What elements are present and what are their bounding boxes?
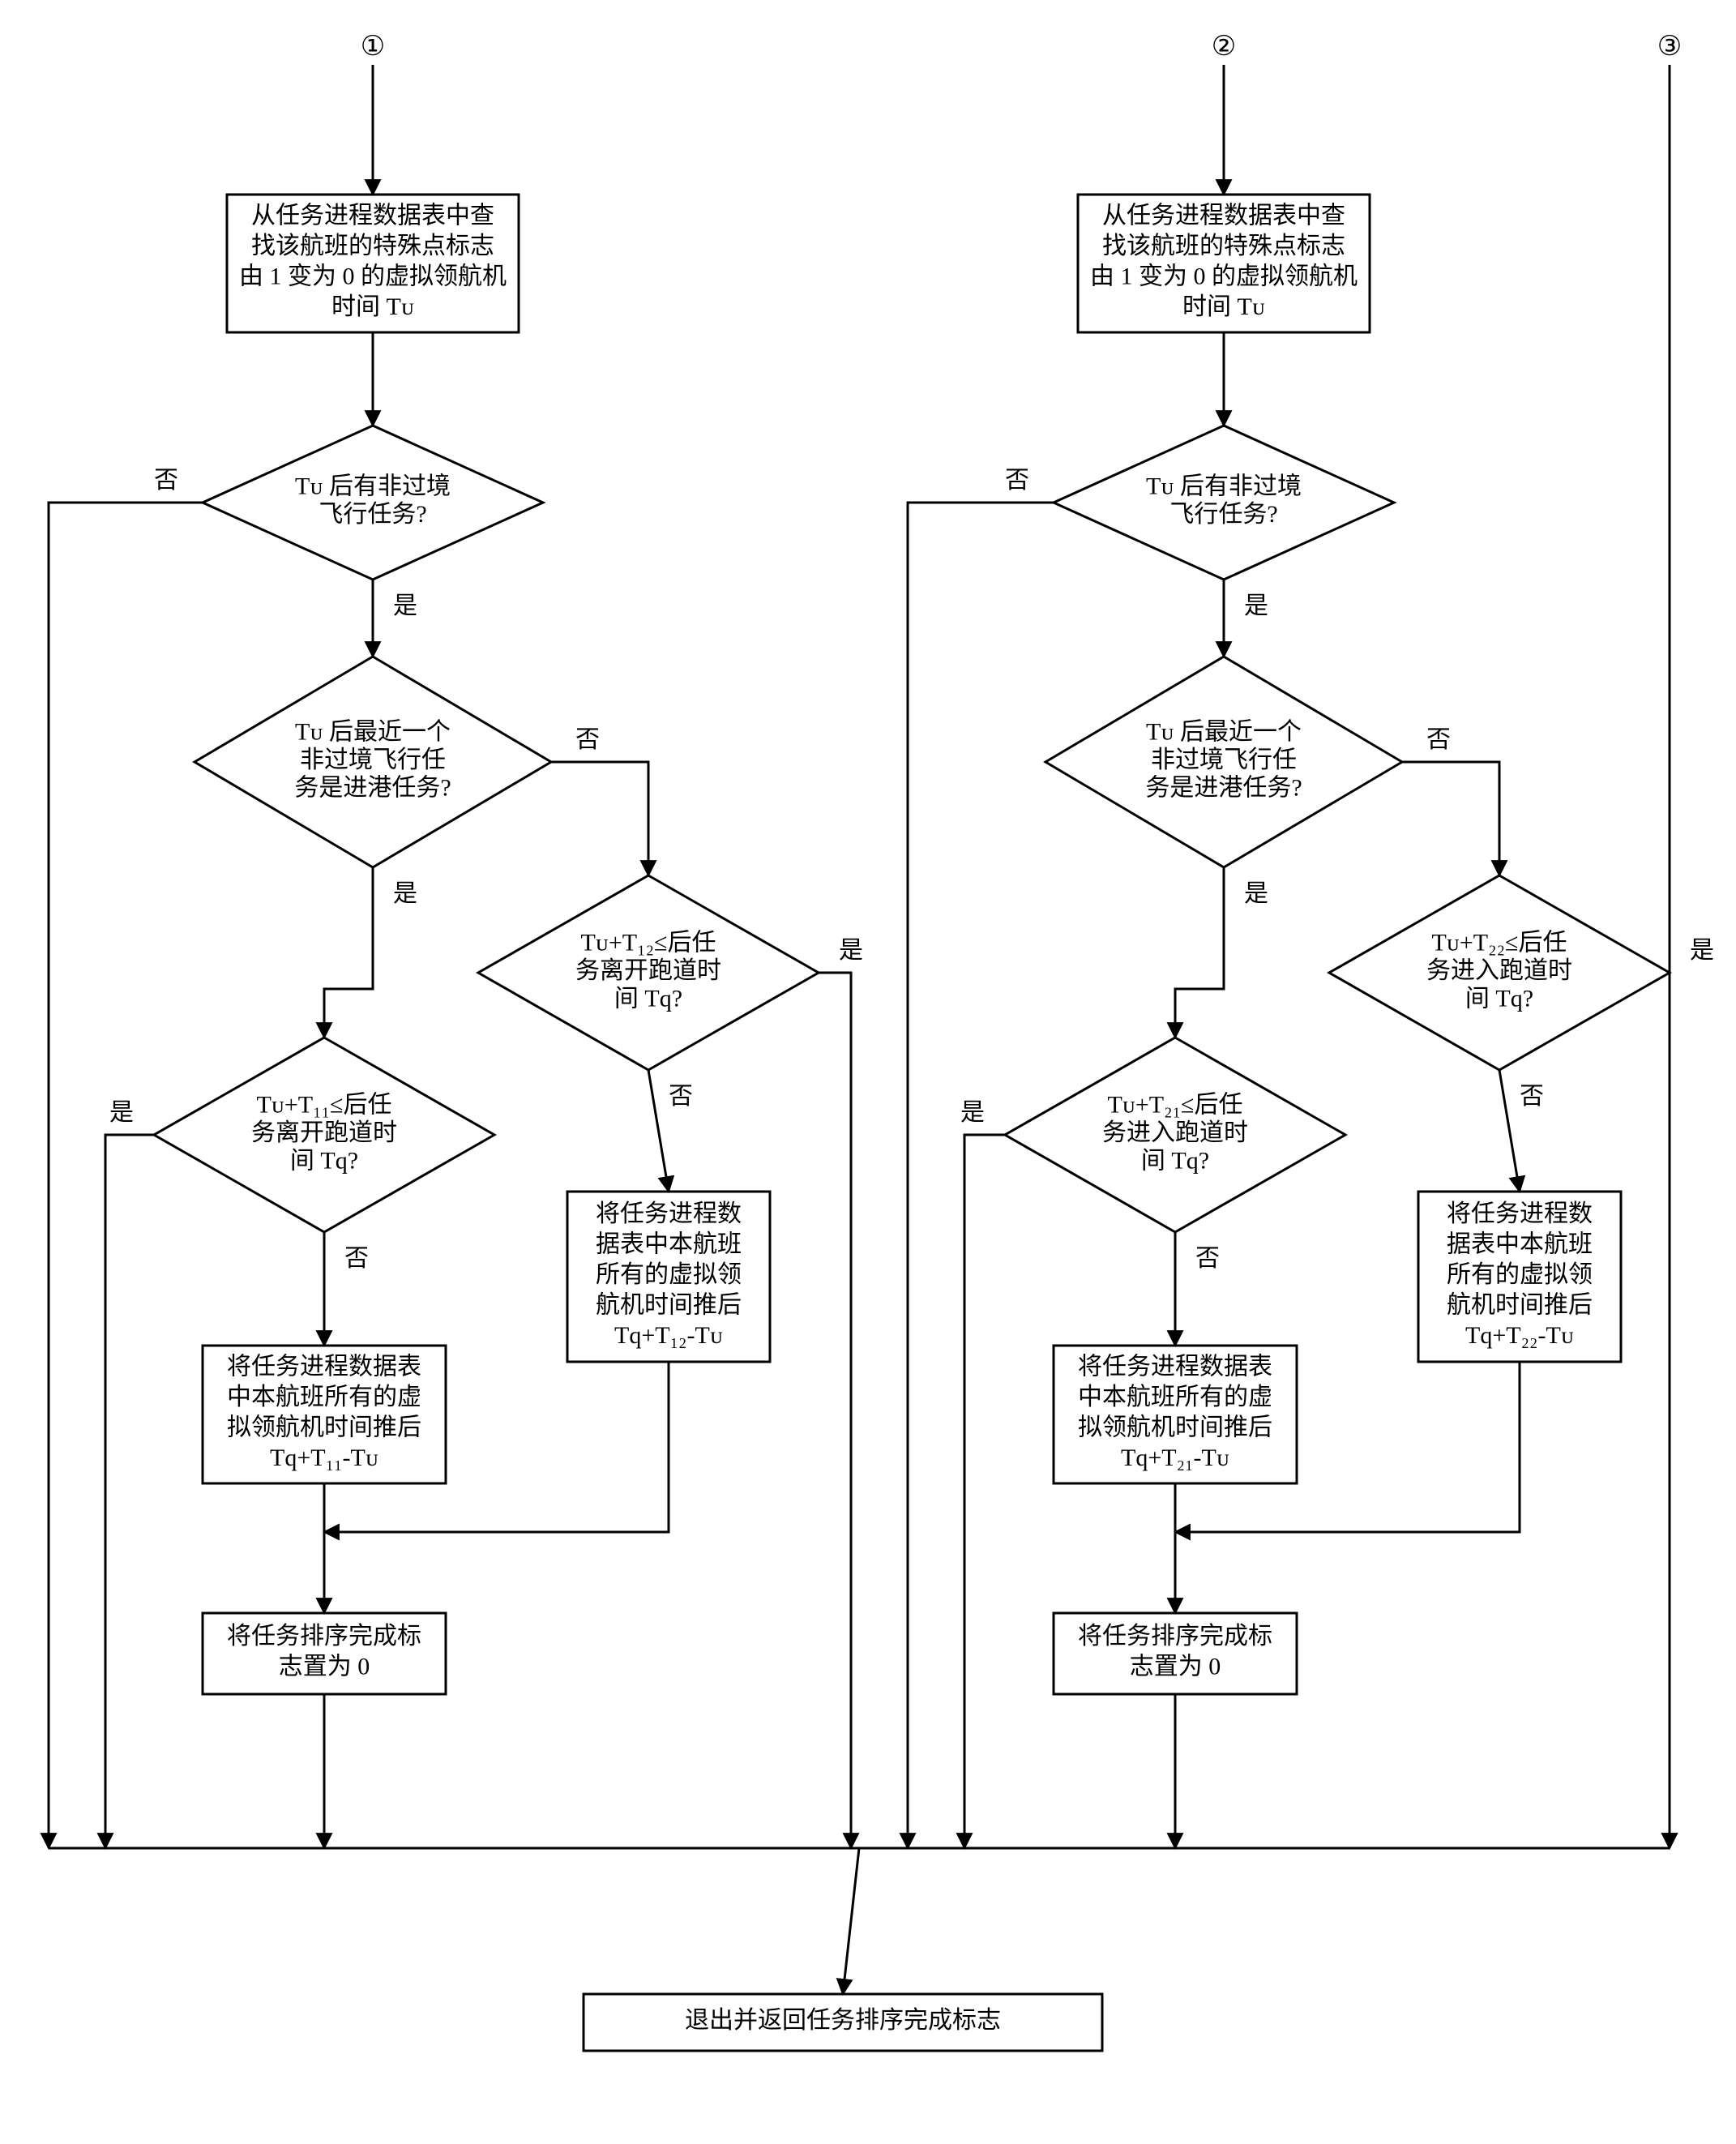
process-delay-t1-text: 将任务进程数据表中本航班所有的虚拟领航机时间推后 Tq+T₂₁-Tᴜ xyxy=(1078,1354,1272,1472)
svg-text:间 Tq?: 间 Tq? xyxy=(290,1147,358,1174)
svg-text:据表中本航班: 据表中本航班 xyxy=(596,1230,742,1257)
edge-label: 是 xyxy=(1244,593,1268,619)
svg-text:航机时间推后: 航机时间推后 xyxy=(1447,1291,1593,1318)
svg-text:将任务排序完成标: 将任务排序完成标 xyxy=(227,1623,421,1650)
decision-has-task-text: Tᴜ 后有非过境飞行任务? xyxy=(295,473,451,529)
decision-has-task-text: Tᴜ 后有非过境飞行任务? xyxy=(1146,473,1302,529)
edge-label: 否 xyxy=(344,1245,369,1272)
svg-text:Tᴜ 后有非过境: Tᴜ 后有非过境 xyxy=(1146,473,1302,500)
edge-label: 是 xyxy=(109,1099,134,1126)
flowchart-diagram: ①②③从任务进程数据表中查找该航班的特殊点标志由 1 变为 0 的虚拟领航机时间… xyxy=(0,0,1736,2144)
svg-text:Tᴜ+T₂₂≤后任: Tᴜ+T₂₂≤后任 xyxy=(1431,929,1567,956)
svg-text:务是进港任务?: 务是进港任务? xyxy=(294,774,451,801)
svg-text:务是进港任务?: 务是进港任务? xyxy=(1145,774,1302,801)
edge-label: 是 xyxy=(839,937,863,964)
svg-text:志置为 0: 志置为 0 xyxy=(1130,1654,1221,1680)
edge-label: 是 xyxy=(1244,880,1268,907)
edge-label: 否 xyxy=(575,726,600,753)
svg-text:拟领航机时间推后: 拟领航机时间推后 xyxy=(1078,1414,1272,1441)
decision-t2-text: Tᴜ+T₁₂≤后任务离开跑道时间 Tq? xyxy=(575,929,721,1012)
process-exit-return-text: 退出并返回任务排序完成标志 xyxy=(685,2007,1001,2034)
decision-t2-text: Tᴜ+T₂₂≤后任务进入跑道时间 Tq? xyxy=(1426,929,1572,1012)
svg-text:Tᴜ 后最近一个: Tᴜ 后最近一个 xyxy=(1146,718,1302,745)
svg-text:Tᴜ+T₁₁≤后任: Tᴜ+T₁₁≤后任 xyxy=(256,1091,391,1118)
edge-label: 否 xyxy=(1520,1083,1544,1110)
svg-text:间 Tq?: 间 Tq? xyxy=(1141,1147,1209,1174)
decision-t1-text: Tᴜ+T₂₁≤后任务进入跑道时间 Tq? xyxy=(1102,1091,1248,1174)
svg-text:时间 Tᴜ: 时间 Tᴜ xyxy=(331,293,414,320)
svg-text:从任务进程数据表中查: 从任务进程数据表中查 xyxy=(1102,203,1345,229)
svg-text:志置为 0: 志置为 0 xyxy=(279,1654,370,1680)
svg-text:Tq+T₂₂-Tᴜ: Tq+T₂₂-Tᴜ xyxy=(1465,1322,1574,1349)
decision-t1-text: Tᴜ+T₁₁≤后任务离开跑道时间 Tq? xyxy=(251,1091,397,1174)
svg-text:务离开跑道时: 务离开跑道时 xyxy=(251,1119,397,1146)
svg-text:将任务排序完成标: 将任务排序完成标 xyxy=(1078,1623,1272,1650)
connector-label: ③ xyxy=(1657,32,1682,62)
edge-label: 否 xyxy=(154,467,178,494)
process-delay-t2-text: 将任务进程数据表中本航班所有的虚拟领航机时间推后 Tq+T₂₂-Tᴜ xyxy=(1447,1200,1593,1349)
svg-text:飞行任务?: 飞行任务? xyxy=(319,501,426,528)
process-reset-flag-text: 将任务排序完成标志置为 0 xyxy=(1078,1623,1272,1680)
svg-text:退出并返回任务排序完成标志: 退出并返回任务排序完成标志 xyxy=(685,2007,1001,2034)
svg-text:从任务进程数据表中查: 从任务进程数据表中查 xyxy=(251,203,494,229)
decision-arrival-task-text: Tᴜ 后最近一个非过境飞行任务是进港任务? xyxy=(294,718,451,801)
decision-arrival-task-text: Tᴜ 后最近一个非过境飞行任务是进港任务? xyxy=(1145,718,1302,801)
edge-label: 是 xyxy=(1690,937,1714,964)
edge-label: 是 xyxy=(960,1099,985,1126)
svg-text:找该航班的特殊点标志: 找该航班的特殊点标志 xyxy=(1102,233,1345,259)
svg-text:Tᴜ+T₂₁≤后任: Tᴜ+T₂₁≤后任 xyxy=(1107,1091,1242,1118)
process-delay-t2-text: 将任务进程数据表中本航班所有的虚拟领航机时间推后 Tq+T₁₂-Tᴜ xyxy=(596,1200,742,1349)
svg-text:务进入跑道时: 务进入跑道时 xyxy=(1426,957,1572,984)
svg-text:间 Tq?: 间 Tq? xyxy=(1465,985,1533,1012)
svg-text:飞行任务?: 飞行任务? xyxy=(1169,501,1277,528)
svg-text:所有的虚拟领: 所有的虚拟领 xyxy=(596,1261,742,1288)
svg-text:Tᴜ+T₁₂≤后任: Tᴜ+T₁₂≤后任 xyxy=(580,929,716,956)
edge-label: 否 xyxy=(1005,467,1029,494)
svg-text:由 1 变为 0 的虚拟领航机: 由 1 变为 0 的虚拟领航机 xyxy=(1090,263,1358,290)
svg-text:将任务进程数据表: 将任务进程数据表 xyxy=(1078,1354,1272,1380)
process-find-tu-text: 从任务进程数据表中查找该航班的特殊点标志由 1 变为 0 的虚拟领航机时间 Tᴜ xyxy=(239,203,507,321)
edge-label: 否 xyxy=(669,1083,693,1110)
svg-text:所有的虚拟领: 所有的虚拟领 xyxy=(1447,1261,1593,1288)
svg-text:找该航班的特殊点标志: 找该航班的特殊点标志 xyxy=(251,233,494,259)
process-find-tu-text: 从任务进程数据表中查找该航班的特殊点标志由 1 变为 0 的虚拟领航机时间 Tᴜ xyxy=(1090,203,1358,321)
svg-text:将任务进程数: 将任务进程数 xyxy=(596,1200,742,1227)
svg-text:由 1 变为 0 的虚拟领航机: 由 1 变为 0 的虚拟领航机 xyxy=(239,263,507,290)
svg-text:将任务进程数据表: 将任务进程数据表 xyxy=(227,1354,421,1380)
svg-text:务离开跑道时: 务离开跑道时 xyxy=(575,957,721,984)
edge-label: 是 xyxy=(393,593,417,619)
edge-label: 否 xyxy=(1426,726,1451,753)
connector-label: ② xyxy=(1212,32,1236,62)
connector-label: ① xyxy=(361,32,385,62)
svg-text:非过境飞行任: 非过境飞行任 xyxy=(1151,747,1297,773)
svg-text:非过境飞行任: 非过境飞行任 xyxy=(300,747,446,773)
svg-text:航机时间推后: 航机时间推后 xyxy=(596,1291,742,1318)
svg-text:间 Tq?: 间 Tq? xyxy=(614,985,682,1012)
process-reset-flag-text: 将任务排序完成标志置为 0 xyxy=(227,1623,421,1680)
edge-label: 是 xyxy=(393,880,417,907)
svg-text:时间 Tᴜ: 时间 Tᴜ xyxy=(1182,293,1265,320)
svg-text:拟领航机时间推后: 拟领航机时间推后 xyxy=(227,1414,421,1441)
process-delay-t1-text: 将任务进程数据表中本航班所有的虚拟领航机时间推后 Tq+T₁₁-Tᴜ xyxy=(227,1354,421,1472)
edge-label: 否 xyxy=(1195,1245,1220,1272)
svg-text:务进入跑道时: 务进入跑道时 xyxy=(1102,1119,1248,1146)
svg-text:据表中本航班: 据表中本航班 xyxy=(1447,1230,1593,1257)
svg-text:Tᴜ 后有非过境: Tᴜ 后有非过境 xyxy=(295,473,451,500)
svg-text:Tᴜ 后最近一个: Tᴜ 后最近一个 xyxy=(295,718,451,745)
svg-text:Tq+T₁₁-Tᴜ: Tq+T₁₁-Tᴜ xyxy=(270,1444,378,1471)
svg-text:Tq+T₁₂-Tᴜ: Tq+T₁₂-Tᴜ xyxy=(614,1322,723,1349)
svg-text:将任务进程数: 将任务进程数 xyxy=(1447,1200,1593,1227)
svg-text:Tq+T₂₁-Tᴜ: Tq+T₂₁-Tᴜ xyxy=(1121,1444,1229,1471)
svg-text:中本航班所有的虚: 中本航班所有的虚 xyxy=(227,1384,421,1410)
svg-text:中本航班所有的虚: 中本航班所有的虚 xyxy=(1078,1384,1272,1410)
